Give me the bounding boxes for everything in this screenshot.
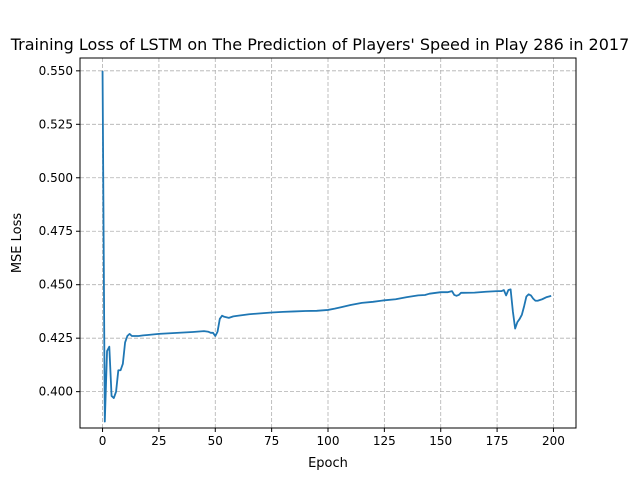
x-tick-label: 75 [264, 434, 279, 448]
x-tick-label: 125 [373, 434, 396, 448]
plot-area-frame [79, 57, 577, 429]
x-tick-label: 0 [99, 434, 107, 448]
y-tick-label: 0.500 [39, 171, 73, 185]
x-tick-label: 25 [151, 434, 166, 448]
x-axis-label: Epoch [308, 456, 348, 471]
y-tick-label: 0.475 [39, 224, 73, 238]
y-axis-label: MSE Loss [10, 213, 25, 274]
x-tick-label: 100 [317, 434, 340, 448]
series-line [101, 70, 552, 423]
y-tick-label: 0.450 [39, 278, 73, 292]
x-tick-label: 175 [486, 434, 509, 448]
y-tick-label: 0.425 [39, 331, 73, 345]
x-tick-label: 50 [208, 434, 223, 448]
x-tick-label: 150 [429, 434, 452, 448]
y-tick-label: 0.525 [39, 117, 73, 131]
y-tick-label: 0.400 [39, 385, 73, 399]
y-tick-label: 0.550 [39, 64, 73, 78]
grid-lines [80, 58, 576, 428]
axis-ticks: 0 25 50 75 100 125 150 175 200 0.400 0.425 0.450 0.4… [39, 64, 565, 448]
x-tick-label: 200 [542, 434, 565, 448]
chart-title: Training Loss of LSTM on The Prediction … [10, 35, 630, 54]
